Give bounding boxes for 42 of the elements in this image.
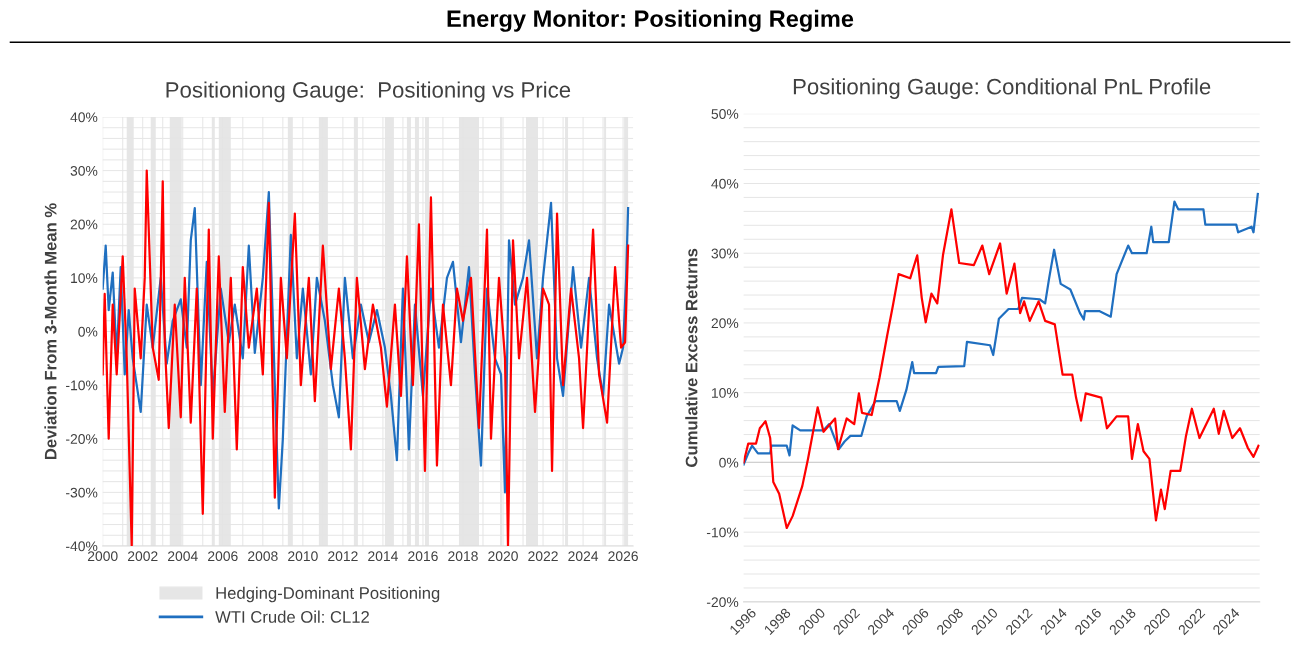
y-tick-label: -30% (66, 487, 98, 498)
text: Energy Monitor: Positioning Regime (447, 9, 854, 32)
x-tick-label: 2000 (87, 551, 118, 562)
y-tick-label: 10% (71, 273, 98, 284)
x-tick-label: 2018 (448, 551, 478, 562)
y-tick-label: 20% (711, 318, 739, 329)
y-tick-label: 30% (70, 165, 98, 176)
y-axis-title: Deviation From 3-Month Mean % (44, 203, 57, 460)
legend-label: Hedging-Dominant Positioning (216, 586, 440, 603)
y-tick-label: 50% (711, 109, 739, 119)
x-tick-label: 2022 (528, 551, 558, 562)
x-tick-label: 2002 (127, 551, 158, 562)
y-tick-label: -20% (66, 434, 98, 444)
x-tick-label: 2016 (408, 551, 438, 562)
x-tick-label: 2026 (608, 551, 638, 562)
x-tick-label: 2010 (288, 551, 318, 562)
y-tick-label: -20% (706, 597, 739, 608)
y-tick-label: 0% (78, 326, 98, 337)
y-tick-label: -10% (66, 380, 98, 391)
line-series (743, 192, 1259, 466)
line-series (743, 208, 1260, 530)
y-tick-label: 0% (719, 457, 739, 468)
y-tick-label: 10% (712, 388, 739, 398)
legend-label: WTI Crude Oil: CL12 (215, 610, 369, 623)
x-tick-label: 2004 (168, 551, 198, 562)
y-tick-label: 40% (711, 178, 739, 189)
y-tick-label: -10% (706, 527, 739, 538)
x-tick-label: 2012 (328, 551, 358, 562)
chart-title: Positioning Gauge: Conditional PnL Profile (793, 78, 1211, 99)
y-tick-label: 20% (70, 219, 98, 230)
line-series (102, 169, 630, 546)
x-tick-label: 2014 (368, 551, 398, 562)
x-tick-label: 2006 (208, 551, 238, 562)
y-tick-label: 30% (711, 248, 739, 259)
y-tick-label: 40% (70, 112, 98, 123)
x-tick-label: 2008 (248, 551, 278, 562)
chart-title: Positioniong Gauge: Positioning vs Price (166, 81, 571, 103)
line-series (102, 190, 630, 510)
x-tick-label: 2020 (488, 551, 518, 562)
y-tick-label: -40% (66, 541, 98, 552)
x-tick-label: 2024 (568, 551, 599, 562)
y-axis-title: Cumulative Excess Returns (685, 248, 698, 467)
